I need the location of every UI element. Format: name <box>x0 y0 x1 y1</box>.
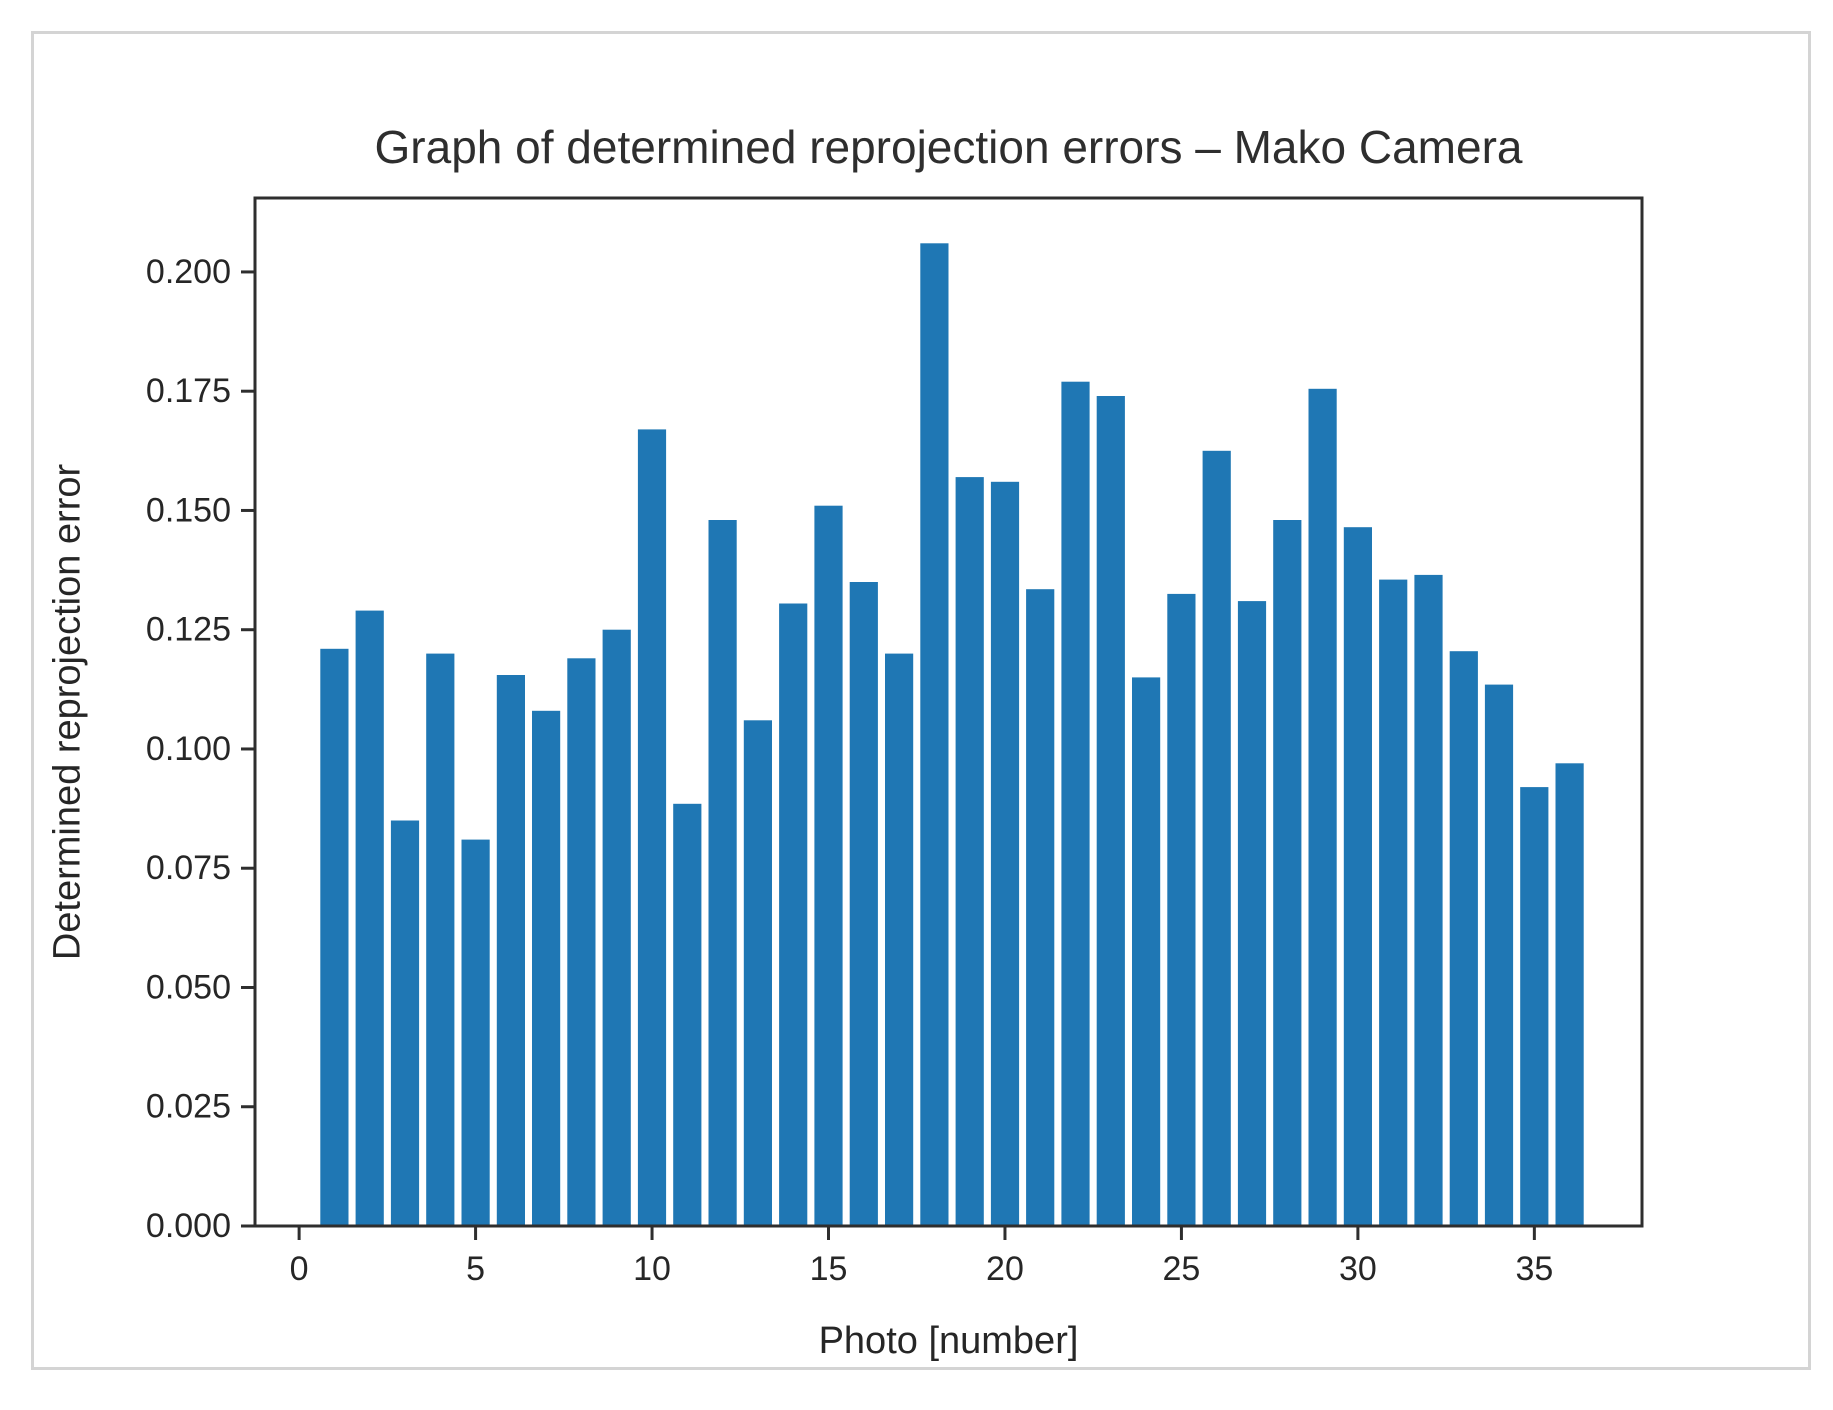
bar-photo-6 <box>496 675 525 1226</box>
bar-photo-27 <box>1237 601 1267 1226</box>
y-tick-label: 0.125 <box>146 611 231 649</box>
bar-photo-26 <box>1202 450 1231 1226</box>
y-tick-label: 0.025 <box>146 1088 231 1126</box>
bar-photo-15 <box>814 505 843 1226</box>
y-tick-label: 0.175 <box>146 372 231 410</box>
chart-title: Graph of determined reprojection errors … <box>374 121 1523 173</box>
bar-photo-20 <box>990 481 1020 1226</box>
bar-photo-14 <box>779 603 808 1226</box>
bar-photo-13 <box>743 720 772 1226</box>
y-tick-label: 0.150 <box>146 491 231 529</box>
bar-photo-12 <box>708 520 737 1226</box>
bar-photo-8 <box>567 658 596 1226</box>
x-tick-label: 20 <box>986 1250 1024 1288</box>
bar-photo-32 <box>1414 574 1443 1226</box>
bar-photo-28 <box>1273 520 1302 1226</box>
x-tick-label: 30 <box>1339 1250 1377 1288</box>
x-tick-label: 15 <box>810 1250 848 1288</box>
bar-photo-16 <box>849 582 878 1226</box>
y-tick-label: 0.075 <box>146 849 231 887</box>
y-axis-label: Determined reprojection error <box>46 463 89 961</box>
bar-photo-17 <box>885 653 914 1226</box>
bar-photo-33 <box>1449 651 1478 1226</box>
x-tick-label: 0 <box>290 1250 309 1288</box>
bar-photo-18 <box>920 243 949 1227</box>
y-tick-label: 0.050 <box>146 968 231 1006</box>
bar-photo-4 <box>426 653 455 1226</box>
y-tick-label: 0.200 <box>146 253 231 291</box>
x-tick-label: 35 <box>1515 1250 1553 1288</box>
bar-photo-5 <box>461 839 490 1226</box>
bar-photo-7 <box>532 710 561 1226</box>
y-tick-label: 0.000 <box>146 1207 231 1245</box>
x-axis-label: Photo [number] <box>818 1320 1079 1362</box>
bar-photo-29 <box>1308 388 1337 1226</box>
bar-photo-11 <box>673 803 702 1226</box>
bar-photo-1 <box>320 648 349 1226</box>
bar-photo-30 <box>1343 527 1372 1226</box>
bar-photo-19 <box>955 477 984 1227</box>
bar-photo-2 <box>355 610 384 1226</box>
bar-photo-10 <box>637 429 667 1226</box>
bar-photo-34 <box>1484 684 1514 1226</box>
bar-photo-35 <box>1520 787 1549 1226</box>
bar-photo-22 <box>1061 381 1090 1226</box>
bar-photo-31 <box>1379 579 1408 1226</box>
bar-photo-36 <box>1555 763 1584 1226</box>
bar-photo-21 <box>1026 589 1055 1226</box>
y-tick-label: 0.100 <box>146 730 231 768</box>
bar-photo-9 <box>602 629 631 1226</box>
x-tick-label: 10 <box>633 1250 671 1288</box>
bar-photo-24 <box>1132 677 1161 1226</box>
bar-photo-25 <box>1167 593 1196 1226</box>
axes-spines <box>253 196 1644 1228</box>
bar-photo-23 <box>1096 396 1125 1226</box>
bar-photo-3 <box>390 820 420 1226</box>
x-tick-label: 5 <box>466 1250 485 1288</box>
x-tick-label: 25 <box>1163 1250 1201 1288</box>
